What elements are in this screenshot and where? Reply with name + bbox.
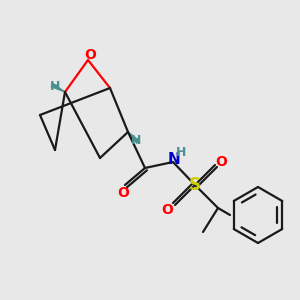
Polygon shape — [51, 83, 65, 92]
Text: O: O — [84, 48, 96, 62]
Polygon shape — [128, 132, 139, 143]
Text: H: H — [131, 134, 141, 146]
Text: S: S — [189, 176, 201, 194]
Text: H: H — [176, 146, 186, 158]
Text: O: O — [117, 186, 129, 200]
Text: N: N — [168, 152, 180, 167]
Text: O: O — [215, 155, 227, 169]
Text: H: H — [50, 80, 60, 92]
Text: O: O — [161, 203, 173, 217]
